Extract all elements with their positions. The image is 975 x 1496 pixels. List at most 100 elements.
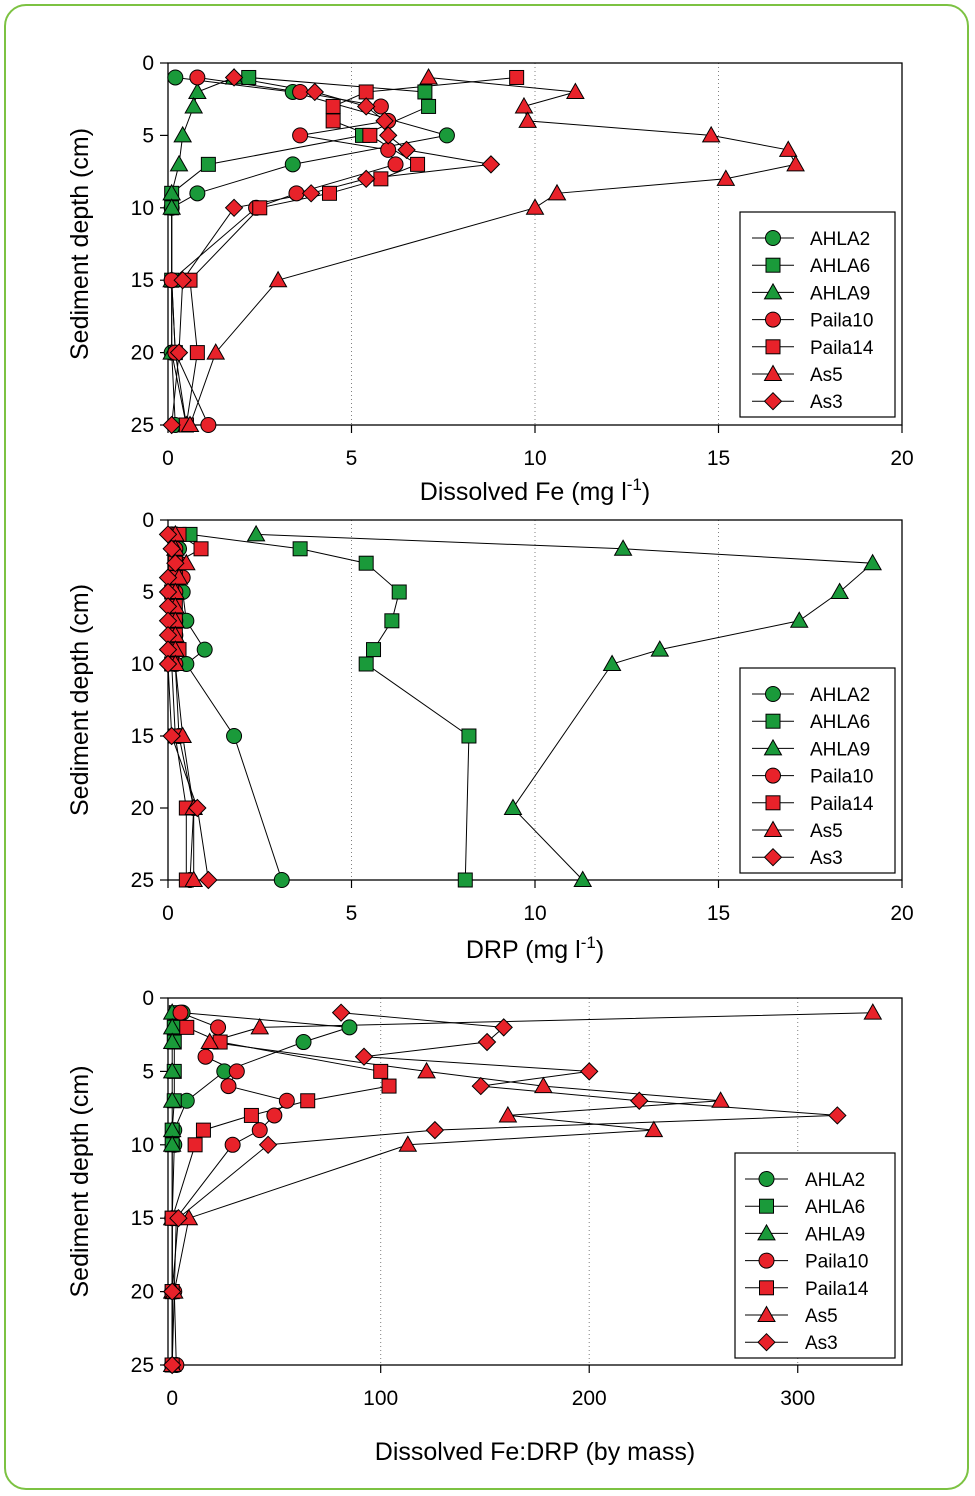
legend-label: Paila14: [810, 794, 874, 815]
data-point: [300, 1093, 316, 1109]
data-point: [162, 1355, 182, 1375]
data-point: [358, 84, 374, 100]
data-point: [387, 156, 404, 173]
legend-marker: [759, 1198, 774, 1214]
data-point: [477, 1032, 497, 1052]
legend-label: As3: [810, 848, 843, 869]
data-point: [189, 345, 205, 361]
data-point: [644, 1120, 664, 1138]
data-point: [498, 1105, 518, 1123]
data-point: [305, 82, 325, 102]
data-point: [580, 1062, 599, 1081]
data-point: [228, 1063, 245, 1080]
data-point: [158, 525, 178, 544]
data-point: [206, 343, 226, 360]
data-point: [246, 524, 266, 542]
data-point: [162, 1135, 182, 1152]
data-point: [830, 582, 849, 599]
legend-box: [739, 211, 896, 418]
legend-label: AHLA9: [810, 739, 870, 760]
series-markers-AHLA9: [162, 67, 244, 432]
legend-label: Paila14: [810, 338, 874, 359]
legend-marker: [763, 391, 783, 411]
data-point: [380, 141, 397, 158]
data-point: [162, 1032, 182, 1050]
series-line: [171, 77, 448, 426]
legend-marker: [763, 847, 783, 867]
x-tick-label: 15: [707, 902, 730, 925]
data-point: [711, 1091, 730, 1108]
data-point: [461, 728, 477, 744]
legend-marker: [759, 1280, 774, 1296]
data-point: [354, 1047, 374, 1066]
x-tick-label: 100: [363, 1387, 398, 1410]
data-point: [169, 154, 189, 172]
data-point: [193, 541, 209, 557]
series-AHLA2: [171, 77, 448, 426]
data-point: [173, 270, 192, 290]
legend-label: As5: [810, 365, 843, 386]
legend-marker: [765, 795, 781, 811]
legend: AHLA2 AHLA6 AHLA9 Paila10 Paila14 As5 As3: [739, 667, 896, 874]
y-tick-label: 15: [131, 269, 154, 292]
data-point: [162, 1282, 182, 1301]
data-point: [863, 553, 882, 571]
figure-frame: [4, 4, 969, 1490]
series-markers-As5: [180, 67, 805, 432]
data-point: [250, 1017, 270, 1035]
data-point: [188, 798, 207, 818]
data-point: [384, 613, 400, 629]
series-markers-AHLA6: [182, 526, 477, 888]
data-point: [457, 872, 473, 888]
legend-marker: [765, 339, 781, 355]
y-tick-label: 25: [131, 869, 154, 892]
series-markers-AHLA9: [246, 524, 882, 887]
series-As5: [189, 77, 797, 426]
legend-marker: [765, 713, 781, 729]
data-point: [509, 69, 525, 85]
data-point: [525, 198, 545, 215]
data-point: [778, 140, 798, 157]
data-point: [358, 656, 374, 672]
data-point: [172, 1004, 189, 1021]
y-tick-label: 10: [131, 197, 154, 220]
data-point: [220, 1078, 237, 1095]
y-tick-label: 25: [131, 1354, 154, 1377]
data-point: [566, 82, 585, 99]
x-tick-label: 20: [890, 902, 913, 925]
y-tick-label: 5: [142, 124, 154, 147]
legend-marker: [765, 686, 781, 702]
legend-label: AHLA9: [810, 283, 870, 304]
data-point: [284, 156, 301, 173]
x-axis-title: Dissolved Fe (mg l-1): [420, 475, 650, 506]
plot-area: [167, 997, 903, 1366]
legend-label: As3: [810, 392, 843, 413]
legend-label: AHLA2: [805, 1170, 865, 1191]
data-point: [419, 67, 438, 85]
data-point: [356, 97, 376, 116]
series-markers-Paila14: [164, 1019, 397, 1373]
legend-marker: [763, 364, 783, 381]
x-tick-label: 20: [890, 447, 913, 470]
y-tick-label: 20: [131, 797, 154, 820]
data-point: [325, 98, 341, 114]
y-tick-label: 0: [142, 987, 154, 1010]
data-point: [716, 169, 736, 186]
chart-panel-1: 0 5 10 15 20 0 5 10 15 20 25 Sediment depth (cm) Dis…: [66, 52, 914, 506]
x-axis-title: Dissolved Fe:DRP (by mass): [375, 1438, 695, 1466]
data-point: [828, 1106, 847, 1125]
legend-label: As5: [810, 821, 843, 842]
series-line: [189, 77, 797, 426]
legend-label: As5: [805, 1306, 838, 1327]
data-point: [224, 1136, 241, 1153]
data-point: [533, 1076, 553, 1094]
data-point: [288, 185, 305, 202]
y-tick-label: 20: [131, 342, 154, 365]
data-point: [425, 1120, 445, 1140]
data-point: [650, 640, 670, 657]
x-tick-label: 15: [707, 447, 730, 470]
legend-marker: [765, 230, 781, 246]
data-point: [863, 1003, 883, 1020]
y-tick-label: 10: [131, 653, 154, 676]
